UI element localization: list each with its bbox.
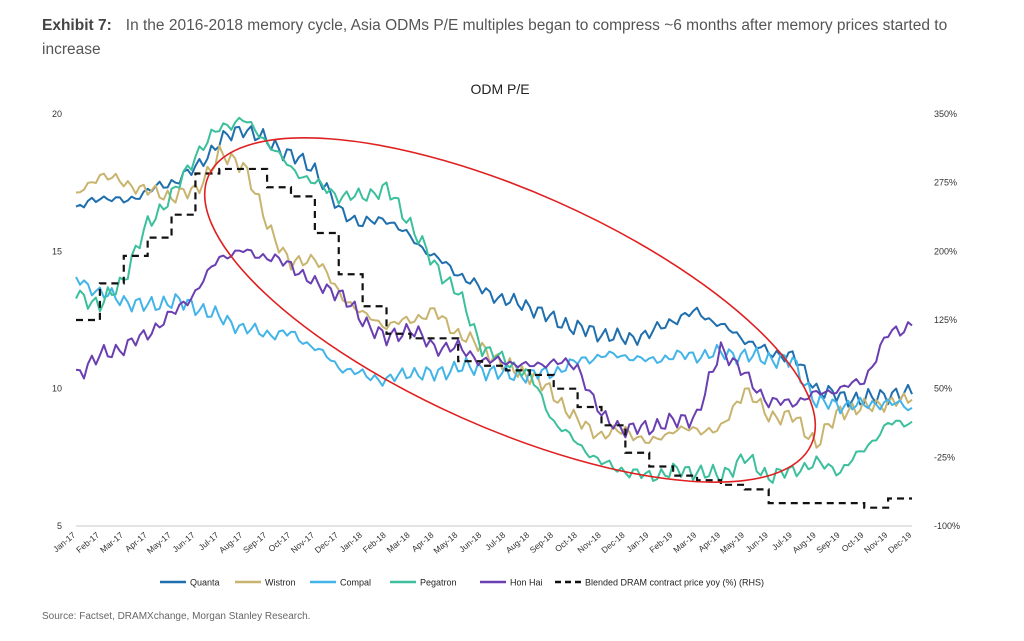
- x-tick-label: May-18: [431, 530, 459, 556]
- x-tick-label: Oct-18: [553, 530, 579, 554]
- y-right-tick-label: 125%: [934, 315, 957, 325]
- x-tick-label: Feb-18: [361, 530, 388, 555]
- exhibit-label: Exhibit 7:: [42, 17, 112, 34]
- x-tick-label: Jan-19: [624, 530, 651, 555]
- series-line-wistron: [75, 144, 913, 449]
- x-tick-label: Jan-18: [338, 530, 365, 555]
- y-left-tick-label: 15: [52, 246, 62, 256]
- legend-label: Pegatron: [420, 578, 457, 588]
- legend: Quanta Wistron Compal Pegatron Hon Hai Blende…: [160, 578, 764, 588]
- y-right-tick-label: 50%: [934, 384, 952, 394]
- x-tick-label: Dec-18: [599, 530, 627, 555]
- x-tick-label: Mar-18: [385, 530, 412, 555]
- x-tick-label: Dec-19: [886, 530, 914, 555]
- x-tick-label: Apr-18: [410, 530, 436, 554]
- x-tick-label: Mar-17: [98, 530, 125, 555]
- chart-title: ODM P/E: [470, 81, 529, 97]
- series-line-quanta: [75, 125, 913, 408]
- x-tick-label: Nov-18: [575, 530, 603, 555]
- x-tick-label: Aug-18: [504, 530, 532, 555]
- series-line-compal: [75, 276, 913, 415]
- x-tick-label: Feb-17: [74, 530, 101, 555]
- x-tick-label: May-17: [145, 530, 173, 556]
- x-tick-label: Sep-18: [528, 530, 556, 555]
- x-tick-label: May-19: [718, 530, 746, 556]
- x-tick-label: Dec-17: [313, 530, 341, 555]
- x-tick-label: Jun-18: [457, 530, 484, 555]
- legend-item: Quanta: [160, 578, 220, 588]
- legend-label: Compal: [340, 578, 371, 588]
- x-tick-label: Sep-19: [814, 530, 842, 555]
- y-left-tick-label: 10: [52, 384, 62, 394]
- series-line-blended: [76, 167, 912, 509]
- legend-item: Compal: [310, 578, 371, 588]
- y-right-tick-label: 275%: [934, 178, 957, 188]
- chart-area: ODM P/E 20 15 10 5 350% 275% 200% 125% 50% -25% -1…: [40, 70, 980, 610]
- x-tick-label: Aug-19: [790, 530, 818, 555]
- x-tick-label: Oct-17: [266, 530, 292, 554]
- exhibit-caption: Exhibit 7: In the 2016-2018 memory cycle,…: [42, 14, 992, 62]
- series-group: [75, 116, 913, 509]
- series-line-hon-hai: [75, 248, 913, 439]
- x-tick-label: Mar-19: [671, 530, 698, 555]
- y-left-tick-label: 20: [52, 109, 62, 119]
- legend-item: Hon Hai: [480, 578, 543, 588]
- x-tick-label: Nov-17: [289, 530, 317, 555]
- x-tick-label: Apr-17: [123, 530, 149, 554]
- x-tick-label: Jun-19: [744, 530, 771, 555]
- legend-item: Wistron: [235, 578, 296, 588]
- x-tick-label: Jan-17: [51, 530, 78, 555]
- x-tick-label: Feb-19: [647, 530, 674, 555]
- exhibit-text: In the 2016-2018 memory cycle, Asia ODMs…: [42, 17, 948, 58]
- y-right-tick-label: 350%: [934, 109, 957, 119]
- legend-label: Blended DRAM contract price yoy (%) (RHS…: [585, 578, 764, 588]
- chart-svg: ODM P/E 20 15 10 5 350% 275% 200% 125% 50% -25% -1…: [51, 81, 960, 588]
- axes: 20 15 10 5 350% 275% 200% 125% 50% -25% -100% Jan-1…: [51, 109, 960, 556]
- x-tick-label: Sep-17: [241, 530, 269, 555]
- x-tick-label: Apr-19: [696, 530, 722, 554]
- legend-item: Blended DRAM contract price yoy (%) (RHS…: [555, 578, 764, 588]
- x-tick-label: Nov-19: [862, 530, 890, 555]
- x-tick-label: Oct-19: [840, 530, 866, 554]
- legend-item: Pegatron: [390, 578, 457, 588]
- y-right-tick-label: 200%: [934, 246, 957, 256]
- x-tick-label: Jun-17: [170, 530, 197, 555]
- y-left-tick-label: 5: [57, 521, 62, 531]
- source-note: Source: Factset, DRAMXchange, Morgan Sta…: [42, 611, 311, 622]
- legend-label: Hon Hai: [510, 578, 543, 588]
- y-right-tick-label: -100%: [934, 521, 960, 531]
- y-right-tick-label: -25%: [934, 452, 955, 462]
- annotation-group: [203, 137, 817, 483]
- x-tick-label: Aug-17: [217, 530, 245, 555]
- legend-label: Quanta: [190, 578, 220, 588]
- legend-label: Wistron: [265, 578, 296, 588]
- highlight-ellipse: [203, 137, 817, 483]
